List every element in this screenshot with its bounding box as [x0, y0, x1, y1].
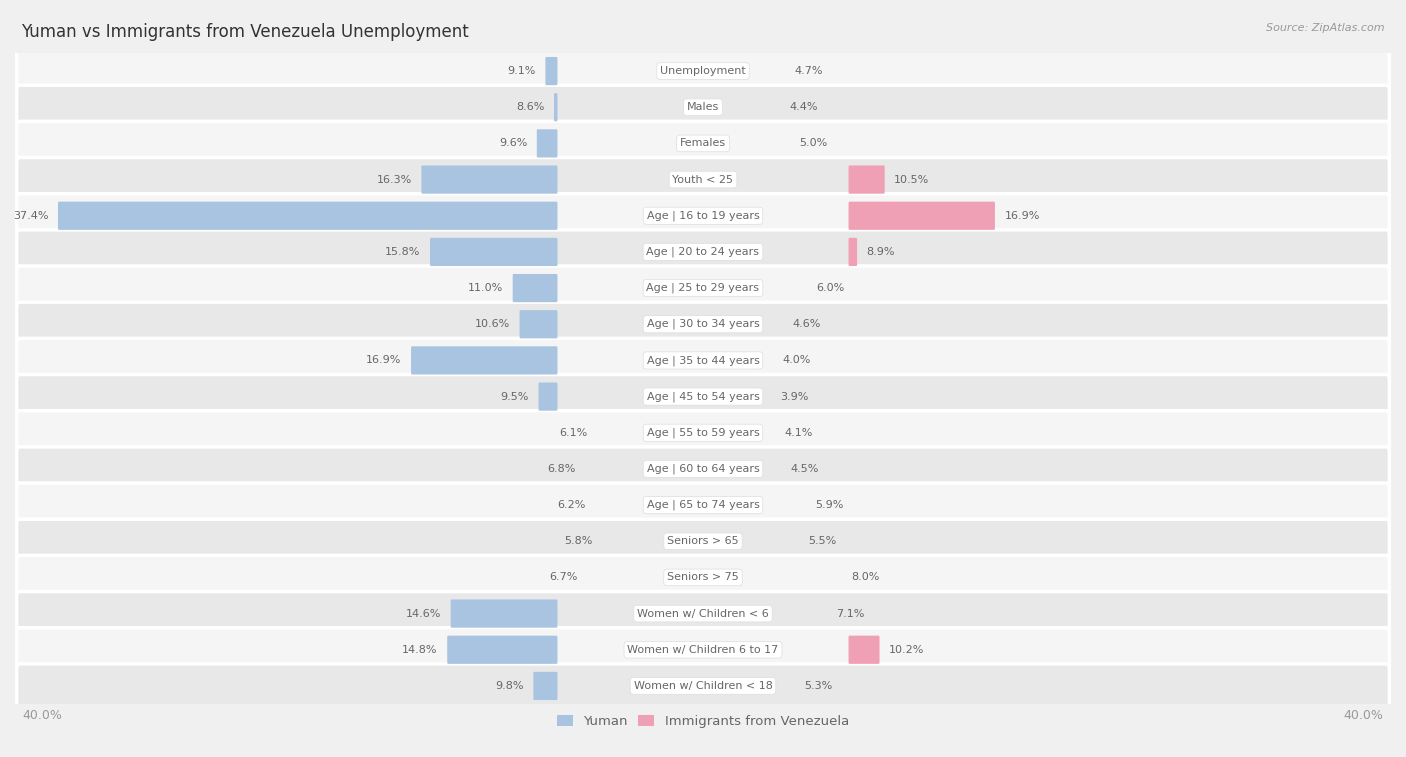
Text: 14.6%: 14.6% [406, 609, 441, 618]
Text: 5.3%: 5.3% [804, 681, 832, 691]
FancyBboxPatch shape [538, 382, 557, 411]
FancyBboxPatch shape [849, 238, 858, 266]
Text: 8.0%: 8.0% [851, 572, 880, 582]
FancyBboxPatch shape [17, 628, 1389, 671]
FancyBboxPatch shape [533, 671, 557, 700]
Text: Source: ZipAtlas.com: Source: ZipAtlas.com [1267, 23, 1385, 33]
Text: Age | 60 to 64 years: Age | 60 to 64 years [647, 464, 759, 474]
Text: 7.1%: 7.1% [835, 609, 865, 618]
Text: Males: Males [688, 102, 718, 112]
FancyBboxPatch shape [554, 93, 557, 121]
Text: Females: Females [681, 139, 725, 148]
Text: Age | 30 to 34 years: Age | 30 to 34 years [647, 319, 759, 329]
Text: 5.9%: 5.9% [815, 500, 844, 510]
FancyBboxPatch shape [17, 86, 1389, 129]
FancyBboxPatch shape [849, 201, 995, 230]
Text: 11.0%: 11.0% [468, 283, 503, 293]
FancyBboxPatch shape [17, 157, 1389, 201]
FancyBboxPatch shape [17, 302, 1389, 346]
Text: Age | 16 to 19 years: Age | 16 to 19 years [647, 210, 759, 221]
Text: 37.4%: 37.4% [13, 210, 48, 221]
Text: 40.0%: 40.0% [22, 709, 62, 722]
Text: 16.9%: 16.9% [366, 356, 402, 366]
Text: 14.8%: 14.8% [402, 645, 437, 655]
FancyBboxPatch shape [17, 591, 1389, 636]
Text: 9.6%: 9.6% [499, 139, 527, 148]
FancyBboxPatch shape [17, 556, 1389, 600]
Text: 5.5%: 5.5% [808, 536, 837, 547]
Text: 4.7%: 4.7% [794, 66, 823, 76]
Text: 10.6%: 10.6% [475, 319, 510, 329]
Text: Age | 20 to 24 years: Age | 20 to 24 years [647, 247, 759, 257]
Text: Age | 35 to 44 years: Age | 35 to 44 years [647, 355, 759, 366]
FancyBboxPatch shape [447, 636, 557, 664]
Text: 8.6%: 8.6% [516, 102, 544, 112]
Text: 16.3%: 16.3% [377, 175, 412, 185]
Text: Women w/ Children < 18: Women w/ Children < 18 [634, 681, 772, 691]
FancyBboxPatch shape [422, 166, 557, 194]
FancyBboxPatch shape [513, 274, 557, 302]
Text: Youth < 25: Youth < 25 [672, 175, 734, 185]
Text: Seniors > 75: Seniors > 75 [666, 572, 740, 582]
FancyBboxPatch shape [537, 129, 557, 157]
Text: 6.8%: 6.8% [547, 464, 575, 474]
Text: 6.2%: 6.2% [558, 500, 586, 510]
Text: Age | 55 to 59 years: Age | 55 to 59 years [647, 428, 759, 438]
Text: 10.2%: 10.2% [889, 645, 924, 655]
FancyBboxPatch shape [58, 201, 557, 230]
FancyBboxPatch shape [17, 121, 1389, 166]
FancyBboxPatch shape [430, 238, 557, 266]
FancyBboxPatch shape [17, 338, 1389, 382]
FancyBboxPatch shape [17, 483, 1389, 527]
Text: 40.0%: 40.0% [1344, 709, 1384, 722]
Text: Age | 65 to 74 years: Age | 65 to 74 years [647, 500, 759, 510]
FancyBboxPatch shape [546, 57, 557, 86]
FancyBboxPatch shape [17, 664, 1389, 708]
Text: Yuman vs Immigrants from Venezuela Unemployment: Yuman vs Immigrants from Venezuela Unemp… [21, 23, 468, 41]
FancyBboxPatch shape [520, 310, 557, 338]
FancyBboxPatch shape [451, 600, 557, 628]
Text: Age | 45 to 54 years: Age | 45 to 54 years [647, 391, 759, 402]
FancyBboxPatch shape [17, 49, 1389, 93]
Text: 10.5%: 10.5% [894, 175, 929, 185]
Text: 15.8%: 15.8% [385, 247, 420, 257]
Legend: Yuman, Immigrants from Venezuela: Yuman, Immigrants from Venezuela [551, 709, 855, 734]
Text: Age | 25 to 29 years: Age | 25 to 29 years [647, 283, 759, 293]
FancyBboxPatch shape [411, 346, 557, 375]
Text: 6.1%: 6.1% [560, 428, 588, 438]
Text: 5.0%: 5.0% [800, 139, 828, 148]
FancyBboxPatch shape [17, 447, 1389, 491]
Text: 3.9%: 3.9% [780, 391, 808, 401]
Text: 6.0%: 6.0% [817, 283, 845, 293]
Text: 8.9%: 8.9% [866, 247, 896, 257]
FancyBboxPatch shape [849, 166, 884, 194]
Text: 9.1%: 9.1% [508, 66, 536, 76]
FancyBboxPatch shape [17, 375, 1389, 419]
FancyBboxPatch shape [17, 194, 1389, 238]
Text: Women w/ Children < 6: Women w/ Children < 6 [637, 609, 769, 618]
Text: 4.4%: 4.4% [789, 102, 818, 112]
FancyBboxPatch shape [849, 636, 880, 664]
Text: Unemployment: Unemployment [661, 66, 745, 76]
Text: 4.0%: 4.0% [782, 356, 811, 366]
Text: 4.6%: 4.6% [793, 319, 821, 329]
Text: 9.8%: 9.8% [495, 681, 524, 691]
FancyBboxPatch shape [17, 519, 1389, 563]
FancyBboxPatch shape [17, 266, 1389, 310]
Text: Women w/ Children 6 to 17: Women w/ Children 6 to 17 [627, 645, 779, 655]
FancyBboxPatch shape [17, 230, 1389, 274]
Text: 4.1%: 4.1% [785, 428, 813, 438]
Text: 6.7%: 6.7% [548, 572, 578, 582]
Text: 4.5%: 4.5% [790, 464, 820, 474]
Text: 5.8%: 5.8% [564, 536, 593, 547]
FancyBboxPatch shape [17, 411, 1389, 455]
Text: 9.5%: 9.5% [501, 391, 529, 401]
Text: 16.9%: 16.9% [1004, 210, 1040, 221]
Text: Seniors > 65: Seniors > 65 [668, 536, 738, 547]
